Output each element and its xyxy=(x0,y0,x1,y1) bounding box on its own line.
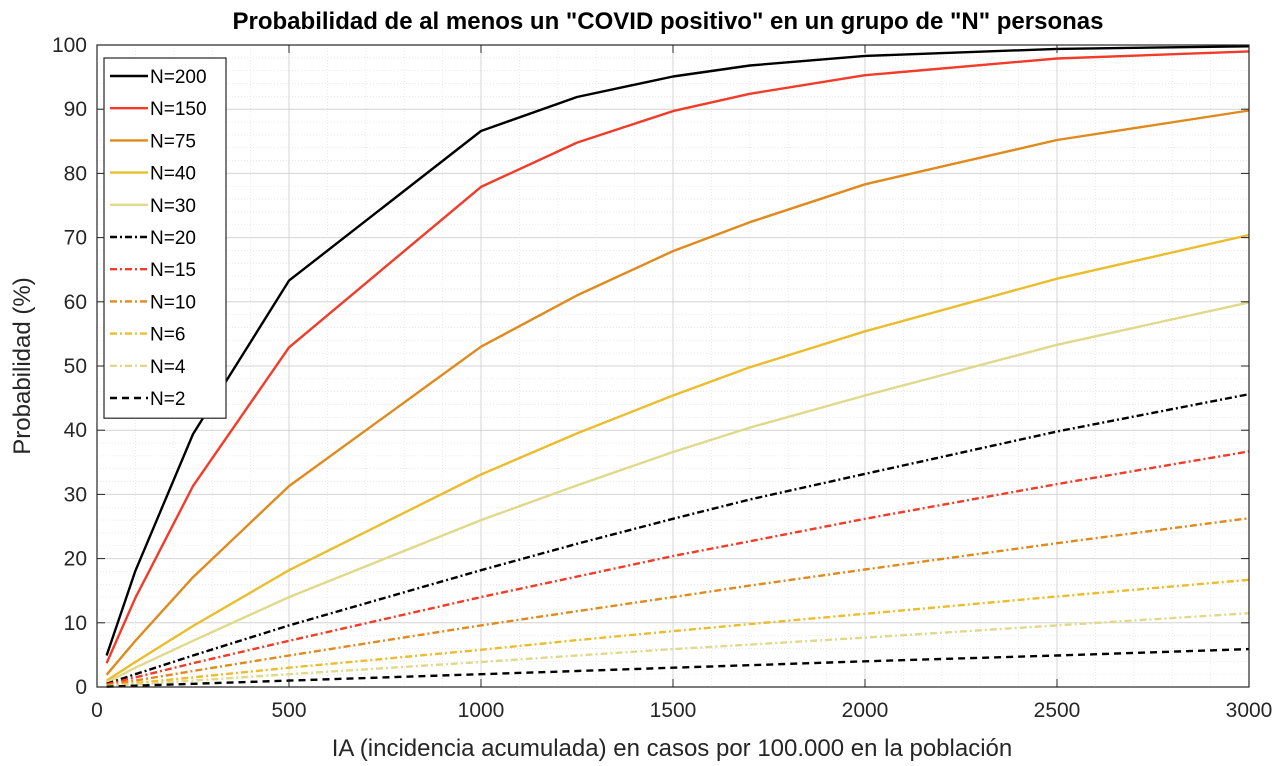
legend-label: N=15 xyxy=(150,260,196,281)
legend-label: N=4 xyxy=(150,357,186,378)
y-tick-label: 20 xyxy=(64,548,87,571)
plot-area: 0 500 1000 1500 2000 2500 3000 0 10 20 30 40 50 60 70 8… xyxy=(52,34,1272,722)
legend-label: N=40 xyxy=(150,164,196,185)
legend-label: N=30 xyxy=(150,196,196,217)
series-line-n-75 xyxy=(105,109,1250,676)
y-tick-label: 40 xyxy=(64,419,87,442)
x-tick-label: 1000 xyxy=(458,699,505,722)
x-tick-label: 0 xyxy=(91,699,103,722)
y-axis-label: Probabilidad (%) xyxy=(9,277,36,454)
y-tick-label: 80 xyxy=(64,162,87,185)
series-line-n-20 xyxy=(106,393,1250,685)
series-line-n-200 xyxy=(105,45,1250,656)
y-tick-label: 90 xyxy=(64,98,87,121)
y-tick-label: 100 xyxy=(52,34,87,57)
legend-label: N=150 xyxy=(150,99,207,120)
series-line-n-6 xyxy=(106,578,1250,688)
legend-label: N=2 xyxy=(150,389,185,410)
series-line-n-2 xyxy=(106,647,1250,688)
legend-box xyxy=(103,57,227,419)
y-tick-label: 60 xyxy=(64,291,87,314)
x-tick-label: 3000 xyxy=(1226,699,1273,722)
series-line-n-15 xyxy=(106,450,1250,686)
series-line-n-40 xyxy=(105,233,1250,682)
x-tick-label: 2000 xyxy=(842,699,889,722)
y-tick-label: 70 xyxy=(64,227,87,250)
series-line-n-150 xyxy=(105,50,1250,664)
legend: N=200 N=150 N=75 N=40 N=30 N=20 N=15 N=10 N=6 N=4… xyxy=(103,57,227,419)
chart-title: Probabilidad de al menos un "COVID posit… xyxy=(233,8,1104,35)
x-tick-label: 2500 xyxy=(1034,699,1081,722)
series-line-n-30 xyxy=(106,301,1250,684)
legend-label: N=10 xyxy=(150,292,196,313)
x-tick-label: 1500 xyxy=(650,699,697,722)
y-tick-label: 10 xyxy=(64,612,87,635)
legend-label: N=6 xyxy=(150,325,185,346)
legend-label: N=75 xyxy=(150,131,196,152)
x-axis-label: IA (incidencia acumulada) en casos por 1… xyxy=(332,735,1012,762)
x-tick-label: 500 xyxy=(271,699,306,722)
y-tick-label: 30 xyxy=(64,483,87,506)
y-tick-label: 50 xyxy=(64,355,87,378)
y-tick-label: 0 xyxy=(75,676,87,699)
series-line-n-10 xyxy=(106,517,1250,687)
series-line-n-4 xyxy=(106,612,1250,688)
legend-label: N=200 xyxy=(150,67,207,88)
legend-label: N=20 xyxy=(150,228,196,249)
